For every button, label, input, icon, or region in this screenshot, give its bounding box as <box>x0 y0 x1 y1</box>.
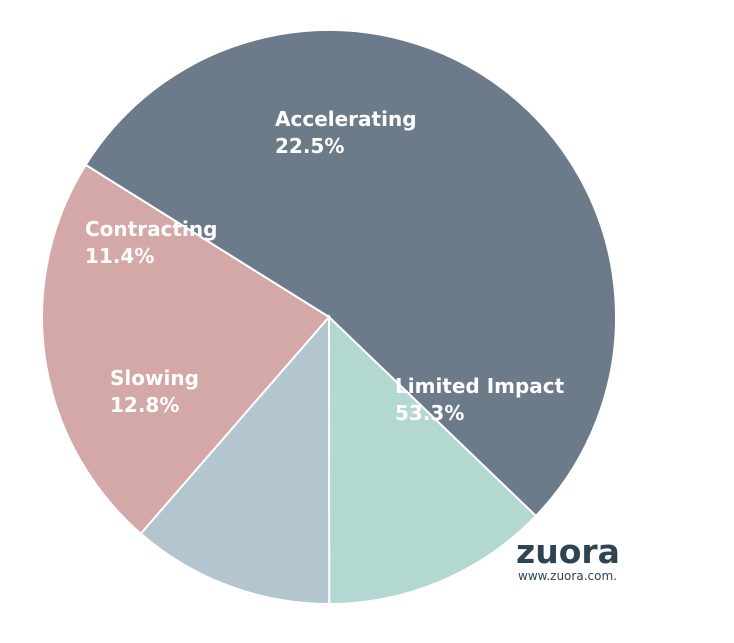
slice-value-slowing: 12.8% <box>110 393 179 417</box>
slice-slowing <box>327 314 538 606</box>
slice-limited-impact <box>84 29 617 518</box>
slice-value-accelerating: 22.5% <box>275 134 344 158</box>
slice-accelerating <box>41 163 331 536</box>
pie-labels: Limited Impact 53.3% Slowing 12.8% Contracti… <box>85 107 565 425</box>
zuora-logo: zuora <box>516 532 620 571</box>
zuora-url: www.zuora.com. <box>518 569 617 583</box>
pie-slices <box>41 29 617 606</box>
slice-label-accelerating: Accelerating <box>275 107 417 131</box>
slice-value-contracting: 11.4% <box>85 244 154 268</box>
slice-label-contracting: Contracting <box>85 217 217 241</box>
slice-label-slowing: Slowing <box>110 366 199 390</box>
slice-label-limited-impact: Limited Impact <box>395 374 565 398</box>
slice-contracting <box>139 314 331 606</box>
slice-value-limited-impact: 53.3% <box>395 401 464 425</box>
